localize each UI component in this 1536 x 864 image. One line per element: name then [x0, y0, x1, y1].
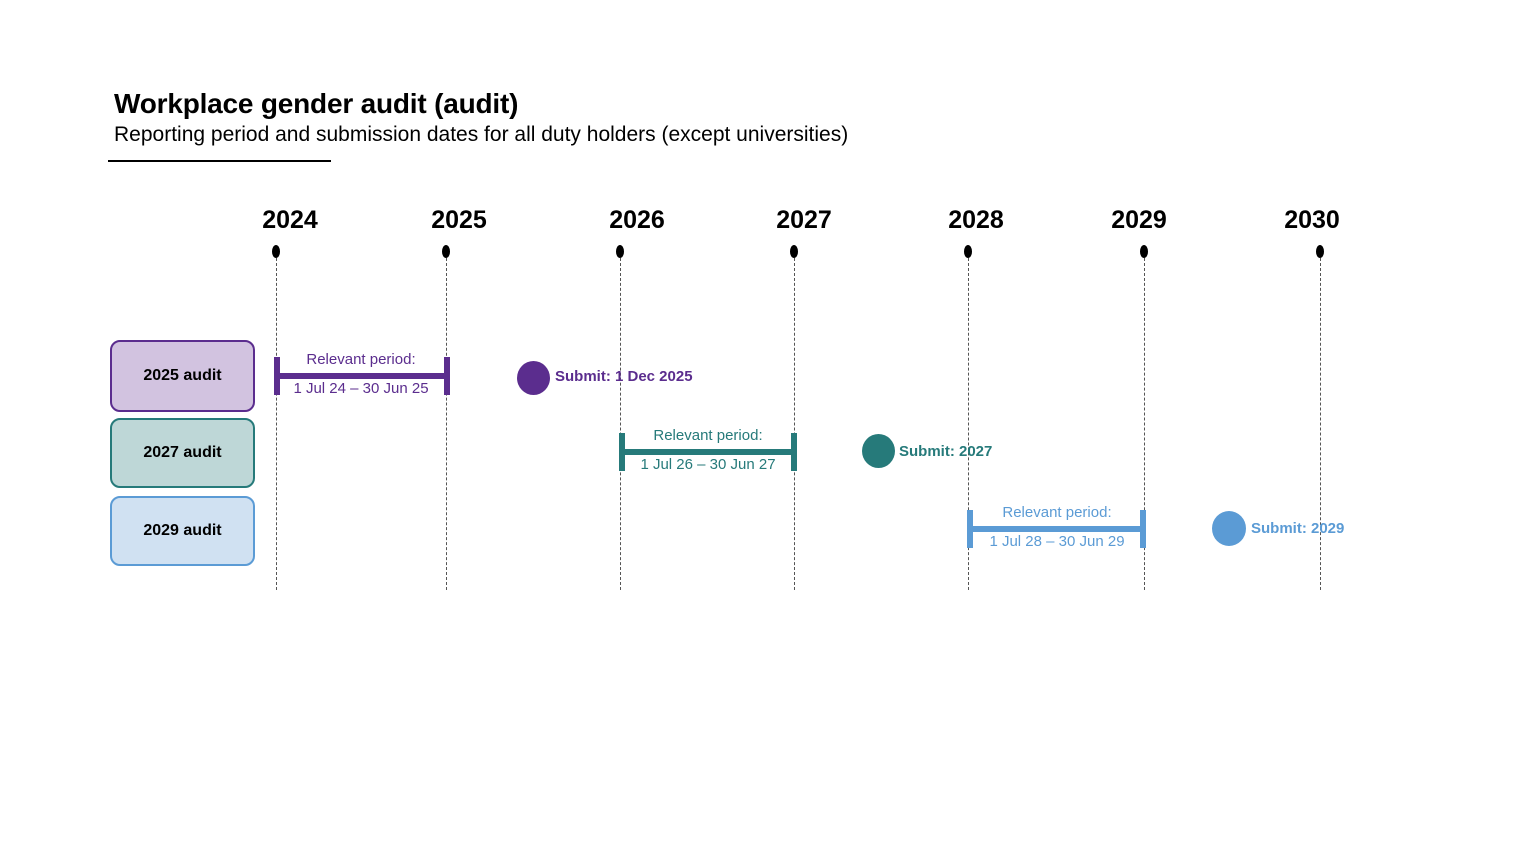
year-label-2030: 2030 — [1284, 206, 1340, 234]
page-title: Workplace gender audit (audit) — [114, 88, 519, 119]
period-end-cap — [791, 433, 797, 471]
relevant-period-title-2027: Relevant period: — [653, 427, 763, 444]
year-gridline-2030 — [1320, 258, 1321, 590]
relevant-period-dates-2025: 1 Jul 24 – 30 Jun 25 — [293, 380, 429, 397]
relevant-period-dates-2029: 1 Jul 28 – 30 Jun 29 — [989, 533, 1125, 550]
relevant-period-bar-2025 — [274, 357, 450, 397]
period-end-cap — [1140, 510, 1146, 548]
year-label-2025: 2025 — [431, 206, 487, 234]
period-bar — [967, 526, 1146, 532]
year-gridline-2029 — [1144, 258, 1145, 590]
submit-dot-2025 — [517, 361, 550, 395]
relevant-period-bar-2029 — [967, 510, 1146, 550]
submit-label-2029: Submit: 2029 — [1251, 520, 1345, 537]
period-bar — [619, 449, 797, 455]
period-end-cap — [444, 357, 450, 395]
audit-box-label: 2025 audit — [143, 367, 222, 384]
year-label-2028: 2028 — [948, 206, 1004, 234]
period-bar — [274, 373, 450, 379]
title-underline — [108, 160, 331, 162]
audit-box-2029: 2029 audit — [110, 496, 255, 566]
year-marker-2028 — [964, 245, 972, 258]
year-label-2029: 2029 — [1111, 206, 1167, 234]
submit-label-2027: Submit: 2027 — [899, 443, 993, 460]
year-label-2027: 2027 — [776, 206, 832, 234]
year-marker-2024 — [272, 245, 280, 258]
audit-box-2027: 2027 audit — [110, 418, 255, 488]
page-subtitle: Reporting period and submission dates fo… — [114, 123, 849, 146]
year-marker-2025 — [442, 245, 450, 258]
year-gridline-2025 — [446, 258, 447, 590]
year-marker-2029 — [1140, 245, 1148, 258]
submit-dot-2027 — [862, 434, 895, 468]
relevant-period-dates-2027: 1 Jul 26 – 30 Jun 27 — [640, 456, 776, 473]
year-gridline-2024 — [276, 258, 277, 590]
year-gridline-2027 — [794, 258, 795, 590]
year-gridline-2026 — [620, 258, 621, 590]
audit-box-2025: 2025 audit — [110, 340, 255, 412]
year-marker-2026 — [616, 245, 624, 258]
period-start-cap — [274, 357, 280, 395]
audit-box-label: 2027 audit — [143, 444, 222, 461]
relevant-period-title-2025: Relevant period: — [306, 351, 416, 368]
submit-dot-2029 — [1212, 511, 1246, 546]
period-start-cap — [619, 433, 625, 471]
period-start-cap — [967, 510, 973, 548]
year-label-2026: 2026 — [609, 206, 665, 234]
year-gridline-2028 — [968, 258, 969, 590]
relevant-period-bar-2027 — [619, 433, 797, 473]
submit-label-2025: Submit: 1 Dec 2025 — [555, 368, 693, 385]
year-label-2024: 2024 — [262, 206, 318, 234]
relevant-period-title-2029: Relevant period: — [1002, 504, 1112, 521]
year-marker-2027 — [790, 245, 798, 258]
year-marker-2030 — [1316, 245, 1324, 258]
audit-box-label: 2029 audit — [143, 522, 222, 539]
